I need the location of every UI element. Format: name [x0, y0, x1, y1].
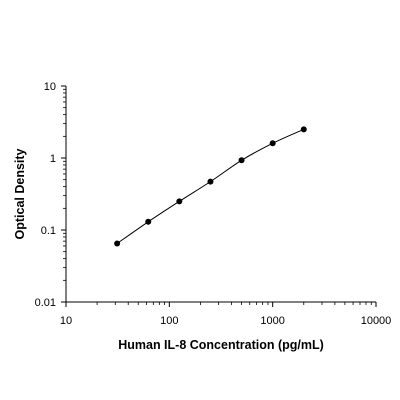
data-point	[145, 218, 152, 225]
y-tick-label: 0.01	[35, 297, 56, 309]
chart-ticks	[61, 85, 377, 307]
x-tick-label: 10	[60, 315, 72, 327]
y-tick-label: 0.1	[41, 225, 56, 237]
data-point	[114, 240, 121, 247]
x-axis-title: Human IL-8 Concentration (pg/mL)	[118, 338, 324, 352]
y-tick-label: 1	[50, 153, 56, 165]
y-tick-label: 10	[44, 81, 56, 93]
data-point	[300, 126, 307, 133]
x-tick-label: 1000	[260, 315, 284, 327]
chart-axes	[65, 86, 376, 303]
chart-tick-labels: 10 100 1000 10000 0.01 0.1 1 10	[35, 81, 392, 327]
data-points	[114, 126, 307, 247]
data-point	[238, 157, 245, 164]
data-point	[269, 140, 276, 147]
y-axis-title: Optical Density	[13, 148, 27, 239]
standard-curve-fit-line	[116, 128, 304, 244]
data-point	[176, 198, 183, 205]
x-tick-label: 100	[160, 315, 178, 327]
x-tick-label: 10000	[361, 315, 392, 327]
data-point	[207, 178, 214, 185]
